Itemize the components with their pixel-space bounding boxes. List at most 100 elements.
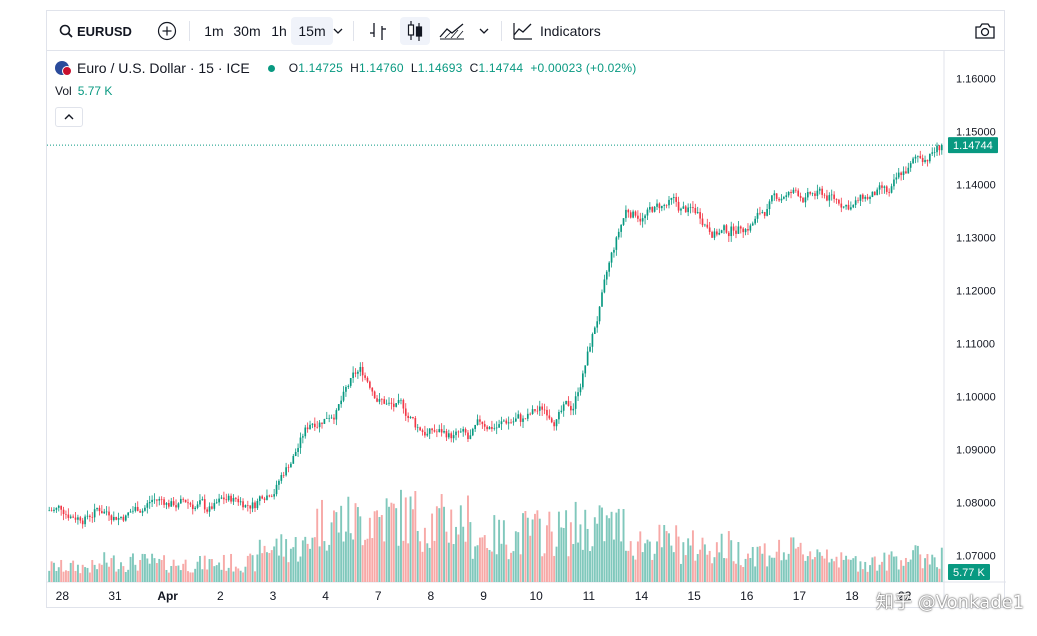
volume-bar [761,553,764,582]
compare-symbol-button[interactable] [153,17,181,45]
volume-bar [158,558,161,582]
time-tick-label: 16 [740,589,754,603]
volume-bar [763,543,766,582]
candle-body [294,451,297,457]
candle-body [799,195,802,198]
candle-body [713,231,716,238]
volume-bar [98,563,101,582]
candle-body [526,413,529,419]
candle-body [883,186,886,188]
candle-body [627,209,630,213]
volume-bar [175,565,177,582]
volume-bar [581,549,584,582]
timeframe-15m-button[interactable]: 15m [291,17,333,45]
volume-bar [799,542,802,582]
candle-body [280,475,283,481]
candle-body [404,408,407,416]
time-tick-label: Apr [157,589,178,603]
volume-bar [227,567,230,582]
volume-bar [469,522,472,582]
candle-body [158,499,161,501]
volume-bar [67,571,70,582]
candle-body [828,195,831,201]
timeframe-1h-button[interactable]: 1h [271,23,287,39]
candle-body [660,205,663,209]
candle-body [476,419,479,425]
volume-bar [830,558,833,582]
price-tick-label: 1.08000 [956,498,996,510]
candle-body [888,191,890,193]
volume-bar [277,555,280,582]
timeframe-dropdown[interactable] [329,17,347,45]
bars-chart-button[interactable] [365,17,391,45]
candle-body [440,429,443,433]
candle-body [48,510,51,512]
candle-body [510,422,512,423]
price-chart[interactable]: 1.16000 1.15000 1.14000 1.13000 1.12000 1.110… [47,11,1006,609]
timeframe-1m-button[interactable]: 1m [204,23,224,39]
volume-bar [404,497,407,582]
candle-body [778,198,780,201]
chevron-down-icon [333,28,343,34]
volume-bar [478,537,481,582]
time-tick-label: 22 [898,589,912,603]
collapse-legend-button[interactable] [55,107,83,127]
candle-body [447,433,450,438]
time-tick-label: 15 [687,589,701,603]
volume-bar [885,570,888,582]
volume-bar [426,543,429,582]
volume-bar [91,559,94,582]
screenshot-button[interactable] [971,17,999,45]
candle-body [297,447,299,452]
volume-bar [81,564,84,582]
candle-body [223,497,225,500]
candle-body [278,480,280,485]
volume-bar [510,552,513,582]
low-key: L [410,61,418,75]
candle-body [634,211,637,216]
timeframe-30m-button[interactable]: 30m [233,23,261,39]
candle-body [412,416,414,418]
candle-body [873,191,876,196]
candle-body [77,517,79,520]
area-chart-button[interactable] [437,17,467,45]
volume-bar [368,517,371,582]
candle-body [857,200,859,201]
candle-body [790,191,792,194]
candle-body [213,503,216,509]
volume-bar [804,560,807,582]
volume-bar [411,509,414,582]
time-tick-label: 28 [56,589,70,603]
candle-body [783,197,785,199]
candle-body [455,431,457,436]
volume-bar [419,541,422,582]
volume-bar [400,489,402,582]
candle-body [840,203,843,208]
candle-body [720,230,723,233]
volume-bar [318,546,321,582]
volume-bar [134,564,137,582]
volume-bar [684,555,687,582]
symbol-search-button[interactable]: EURUSD [53,17,145,45]
candle-body [505,420,508,424]
candle-body [816,190,819,196]
candle-body [471,428,474,436]
chart-type-dropdown[interactable] [475,17,493,45]
volume-bar [608,518,611,582]
volume-bar [163,555,166,582]
candle-body [809,192,812,194]
indicators-button[interactable]: Indicators [513,17,613,45]
volume-bar [828,562,831,582]
volume-bar [445,531,448,582]
volume-bar [742,566,745,582]
candle-body [268,495,271,497]
volume-bar [790,537,792,582]
volume-bar [476,545,479,582]
candle-body [625,209,627,219]
volume-bar [541,556,544,582]
volume-bar [567,556,570,582]
candles-chart-button[interactable] [400,17,430,45]
candle-body [543,409,546,411]
candle-body [337,404,340,411]
candle-body [421,430,424,432]
